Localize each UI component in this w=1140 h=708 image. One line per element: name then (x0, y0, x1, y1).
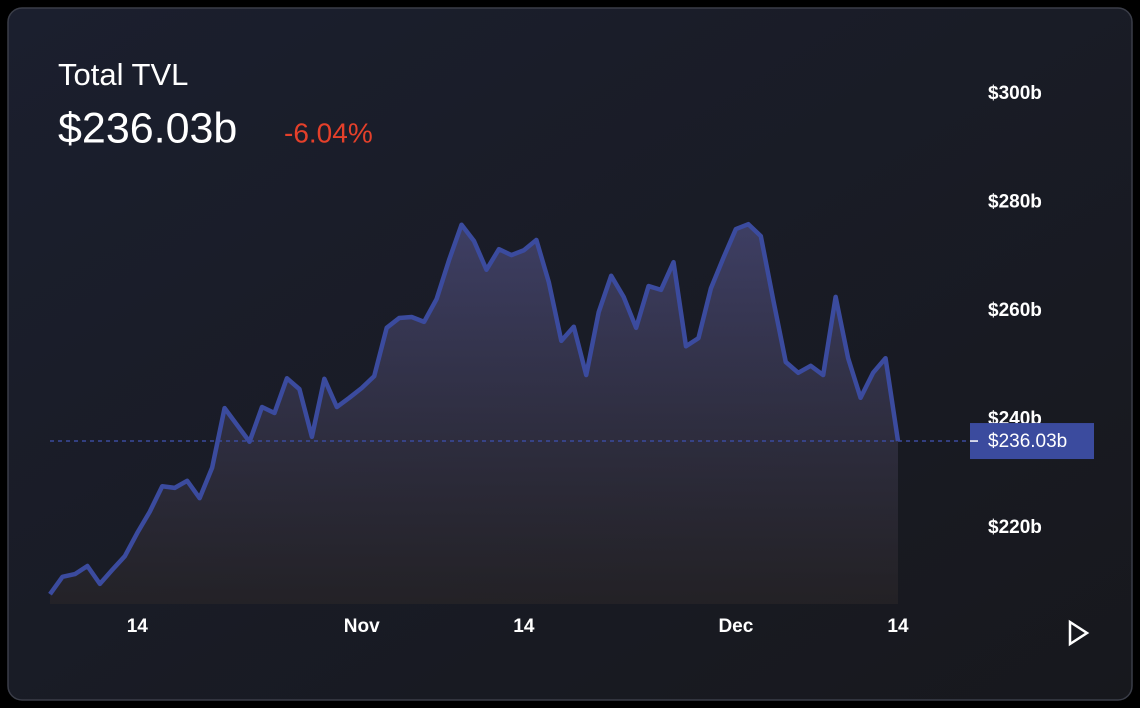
line (48, 221, 901, 596)
y-tick-label: $300b (988, 83, 1042, 104)
area (50, 224, 898, 604)
change: -6.04% (284, 117, 373, 148)
y-tick-label: $260b (988, 300, 1042, 321)
y-tick-label: $220b (988, 517, 1042, 538)
price-tag-label: $236.03b (988, 431, 1067, 452)
x-tick-label: Dec (718, 616, 753, 637)
y-tick-label: $280b (988, 192, 1042, 213)
current-value: $236.03b (58, 104, 237, 152)
play-button[interactable] (1068, 619, 1090, 647)
chart-title: Total TVL (58, 57, 188, 92)
x-tick-label: 14 (513, 616, 535, 637)
x-tick-label: 14 (887, 616, 909, 637)
x-tick-label: 14 (127, 616, 149, 637)
x-tick-label: Nov (344, 616, 380, 637)
price-tag (970, 423, 1094, 460)
